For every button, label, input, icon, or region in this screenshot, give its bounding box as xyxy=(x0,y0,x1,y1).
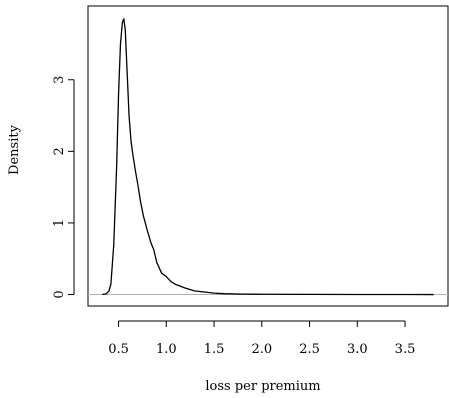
x-tick-label: 3.0 xyxy=(347,342,368,357)
y-tick-label: 0 xyxy=(52,290,67,298)
x-axis-label: loss per premium xyxy=(205,379,320,394)
y-axis: 0 1 2 3 xyxy=(52,76,75,299)
y-tick-label: 1 xyxy=(52,219,67,227)
plot-frame xyxy=(87,5,449,307)
x-tick-label: 0.5 xyxy=(108,342,129,357)
y-tick-label: 2 xyxy=(52,147,67,155)
density-curve-layer xyxy=(102,18,434,296)
density-curve xyxy=(102,18,434,296)
x-axis: 0.5 1.0 1.5 2.0 2.5 3.0 3.5 xyxy=(108,320,416,357)
y-tick-label: 3 xyxy=(52,76,67,84)
x-tick-label: 2.5 xyxy=(299,342,320,357)
y-axis-label: Density xyxy=(7,124,22,175)
x-tick-label: 1.0 xyxy=(156,342,177,357)
plot-frame-layer xyxy=(87,5,449,307)
x-tick-label: 2.0 xyxy=(251,342,272,357)
x-tick-label: 3.5 xyxy=(395,342,416,357)
x-tick-label: 1.5 xyxy=(204,342,225,357)
